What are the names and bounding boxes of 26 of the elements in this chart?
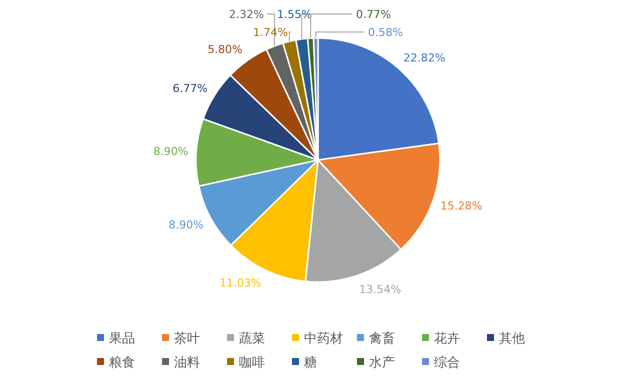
data-label: 6.77%	[172, 82, 208, 96]
data-label: 0.77%	[356, 8, 391, 21]
legend-label: 花卉	[434, 332, 460, 347]
data-label: 1.74%	[253, 26, 288, 39]
data-label: 5.80%	[208, 43, 243, 56]
data-label: 2.32%	[229, 8, 264, 21]
legend-label: 其他	[499, 332, 525, 347]
legend-label: 咖啡	[239, 356, 265, 371]
legend-label: 蔬菜	[239, 332, 265, 347]
data-label: 11.03%	[220, 276, 262, 290]
data-label: 1.55%	[277, 8, 312, 21]
legend-label: 综合	[434, 356, 460, 371]
legend-label: 粮食	[109, 356, 135, 371]
data-label: 8.90%	[168, 218, 204, 232]
legend-label: 茶叶	[174, 332, 200, 347]
legend-label: 禽畜	[369, 330, 395, 347]
legend-label: 糖	[304, 356, 317, 371]
legend-label: 果品	[109, 332, 135, 347]
data-label: 8.90%	[153, 145, 188, 158]
legend-label: 水产	[369, 356, 395, 371]
legend-label: 中药材	[304, 332, 343, 347]
data-label: 0.58%	[368, 26, 403, 39]
data-label: 15.28%	[440, 200, 482, 213]
legend-label: 油料	[174, 356, 200, 371]
data-label: 13.54%	[359, 282, 402, 296]
data-label: 22.82%	[403, 51, 446, 64]
